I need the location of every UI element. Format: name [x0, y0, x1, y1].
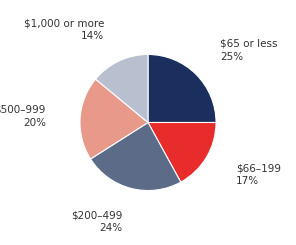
Wedge shape	[80, 79, 148, 159]
Text: $1,000 or more
14%: $1,000 or more 14%	[24, 18, 104, 41]
Text: $65 or less
25%: $65 or less 25%	[221, 38, 278, 62]
Wedge shape	[148, 54, 216, 122]
Wedge shape	[96, 54, 148, 122]
Text: $200–499
24%: $200–499 24%	[71, 210, 123, 233]
Text: $500–999
20%: $500–999 20%	[0, 104, 46, 128]
Wedge shape	[148, 122, 216, 182]
Text: $66–199
17%: $66–199 17%	[236, 163, 281, 186]
Wedge shape	[91, 122, 181, 191]
